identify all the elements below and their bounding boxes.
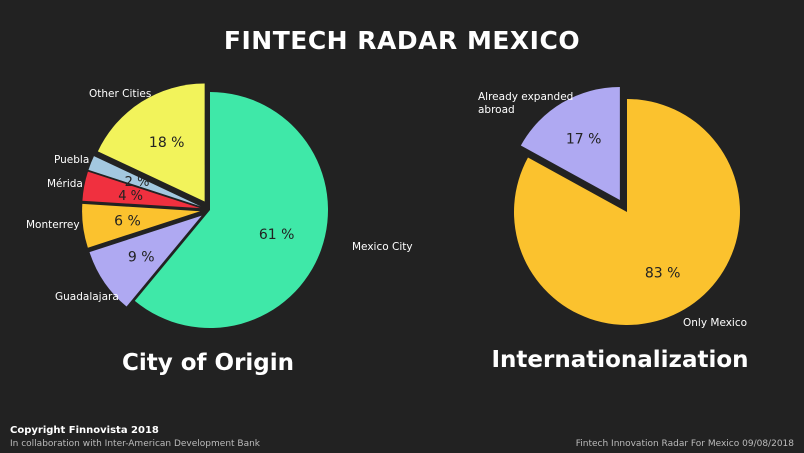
pie-slice-m-rida [82,171,201,209]
slice-name-label: Mexico City [352,241,413,253]
slice-value-label: 83 % [645,265,681,281]
slice-value-label: 2 % [125,175,150,190]
pie-slice-other-cities [97,83,205,202]
copyright-text: Copyright Finnovista 2018 [10,425,159,436]
slice-name-label: Mérida [47,178,83,190]
pie-slice-guadalajara [89,215,202,307]
internationalization-title: Internationalization [491,347,749,373]
slice-name-label: Other Cities [89,88,151,100]
pie-slice-puebla [88,156,201,207]
slice-value-label: 6 % [114,213,141,229]
slice-name-label: Monterrey [26,219,80,231]
city-of-origin-title: City of Origin [121,350,295,376]
pie-slice-monterrey [82,203,201,248]
slice-name-label: Already expanded abroad [478,91,573,116]
slice-value-label: 18 % [149,135,185,151]
pie-city-of-origin: 61 % Mexico City 9 % Guadalajara 6 % Monterre… [26,83,413,328]
collaboration-text: In collaboration with Inter-American Dev… [10,439,261,449]
slice-name-label: Guadalajara [55,291,119,303]
source-date-text: Fintech Innovation Radar For Mexico 09/0… [575,439,794,449]
slice-value-label: 4 % [118,189,143,204]
slice-value-label: 9 % [128,250,155,266]
slice-name-label: Only Mexico [683,317,747,329]
page-title: FINTECH RADAR MEXICO [223,26,581,55]
slice-value-label: 17 % [566,132,602,148]
pie-slice-mexico-city [134,92,328,328]
slice-name-label: Puebla [54,154,89,166]
pie-slice-only-mexico [514,99,741,325]
slice-value-label: 61 % [259,227,295,243]
pie-slice-already-expanded-abroad [520,86,620,200]
pie-internationalization: 83 % Only Mexico 17 % Already expanded abroa… [478,86,747,329]
